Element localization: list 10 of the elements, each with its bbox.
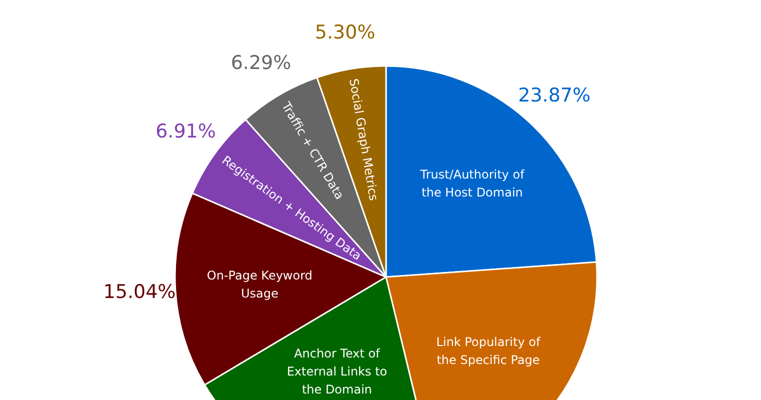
slice-label: Anchor Text of External Links to the Domain [286, 346, 388, 396]
slice-label: Link Popularity of the Specific Page [436, 334, 541, 367]
data-label: 15.04% [103, 281, 176, 304]
slice-label: On-Page Keyword Usage [206, 268, 312, 300]
data-label: 23.87% [518, 84, 591, 106]
data-label: 6.29% [230, 52, 292, 74]
slice-label: Social Graph Metrics [346, 78, 381, 202]
data-label: 5.30% [314, 22, 376, 44]
data-label: 6.91% [156, 120, 216, 143]
slice-label: Trust/Authority of the Host Domain [419, 168, 526, 200]
